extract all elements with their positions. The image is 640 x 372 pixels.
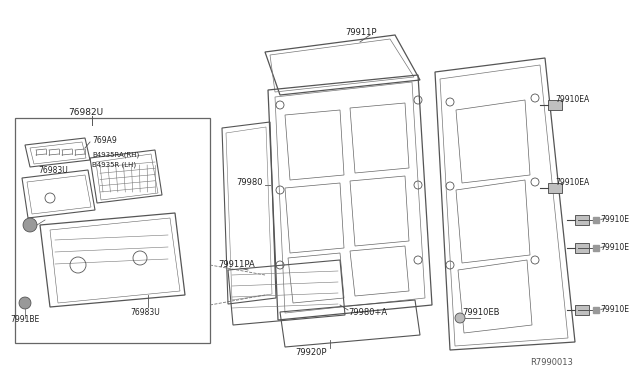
Text: 7991BE: 7991BE: [10, 315, 39, 324]
Text: 79910E: 79910E: [600, 305, 629, 314]
Bar: [548, 183, 562, 193]
Circle shape: [23, 218, 37, 232]
Text: 79910EA: 79910EA: [555, 178, 589, 187]
Bar: [575, 215, 589, 225]
Bar: [575, 305, 589, 315]
Text: B4935R (LH): B4935R (LH): [92, 162, 136, 169]
Text: 79910E: 79910E: [600, 215, 629, 224]
Text: 79910E: 79910E: [600, 243, 629, 252]
Text: R7990013: R7990013: [530, 358, 573, 367]
Text: 79911P: 79911P: [345, 28, 376, 37]
Text: 76983U: 76983U: [38, 166, 68, 175]
Text: 79980: 79980: [236, 178, 262, 187]
Text: 79910EA: 79910EA: [555, 95, 589, 104]
Bar: [548, 100, 562, 110]
Text: 79980+A: 79980+A: [348, 308, 387, 317]
Text: B4935RA(RH): B4935RA(RH): [92, 152, 140, 158]
Text: 769A9: 769A9: [92, 136, 116, 145]
Text: 76983U: 76983U: [130, 308, 160, 317]
Bar: [15, 118, 210, 343]
Circle shape: [19, 297, 31, 309]
Text: 79910EB: 79910EB: [462, 308, 499, 317]
Circle shape: [455, 313, 465, 323]
Text: 79911PA: 79911PA: [218, 260, 255, 269]
Text: 76982U: 76982U: [68, 108, 103, 117]
Text: 79920P: 79920P: [295, 348, 326, 357]
Bar: [575, 243, 589, 253]
